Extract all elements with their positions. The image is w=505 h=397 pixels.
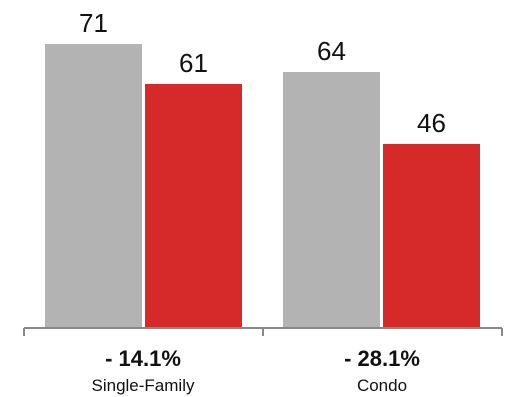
- bar-value-label: 71: [79, 8, 108, 38]
- category-label: Condo: [357, 376, 407, 395]
- category-change-label: - 28.1%: [344, 346, 420, 371]
- bar-value-label: 64: [317, 36, 346, 66]
- bar: [45, 44, 142, 328]
- category-labels-group: - 14.1% Single-Family - 28.1% Condo: [92, 346, 420, 395]
- bar-value-label: 46: [417, 108, 446, 138]
- bar: [383, 144, 480, 328]
- bar: [145, 84, 242, 328]
- bar-value-label: 61: [179, 48, 208, 78]
- value-labels-group: 71 61 64 46: [79, 8, 446, 138]
- bar: [283, 72, 380, 328]
- x-axis: [23, 327, 503, 336]
- bars-group: [45, 44, 480, 328]
- category-change-label: - 14.1%: [105, 346, 181, 371]
- category-label: Single-Family: [92, 376, 195, 395]
